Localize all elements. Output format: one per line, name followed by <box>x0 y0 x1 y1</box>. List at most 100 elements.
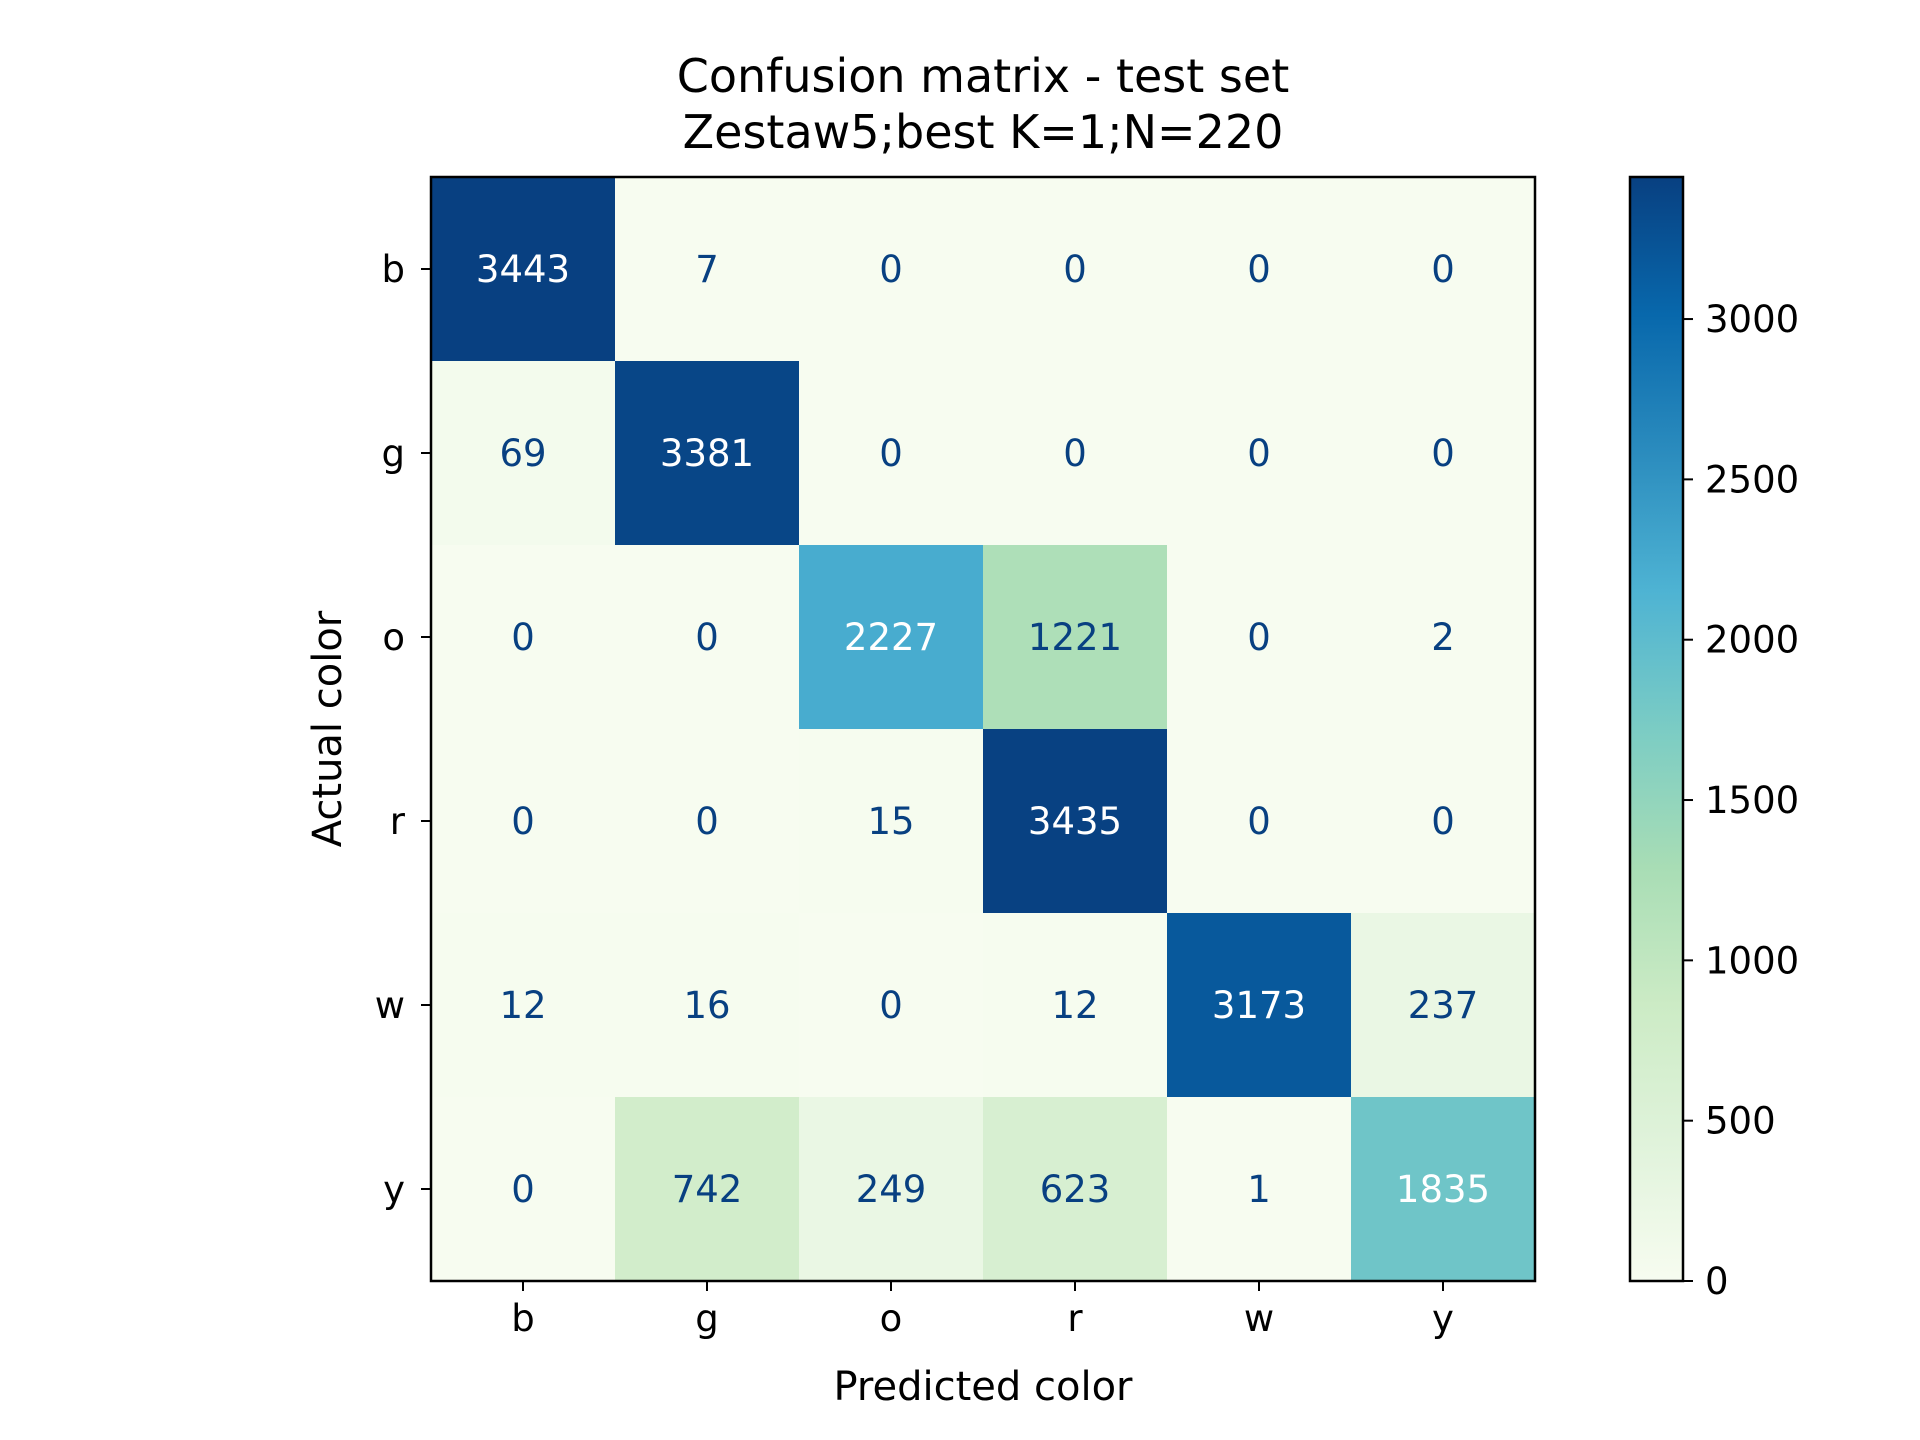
cell-label-g-o: 0 <box>879 432 903 475</box>
matrix-cell-r-g <box>615 729 800 914</box>
matrix-cell-g-o <box>799 361 984 546</box>
matrix-cell-g-y <box>1351 361 1536 546</box>
matrix-cell-o-y <box>1351 545 1536 730</box>
cell-label-b-b: 3443 <box>476 248 570 291</box>
x-tick-label-w: w <box>1244 1297 1274 1340</box>
cell-label-g-w: 0 <box>1247 432 1271 475</box>
cell-label-w-g: 16 <box>683 984 730 1027</box>
matrix-cell-labels: 3443 7 0 0 0 0 69 3381 0 0 0 0 0 0 2227 1221 0 2 0 0 15 3435 0… <box>476 248 1490 1211</box>
matrix-cell-o-r <box>983 545 1168 730</box>
matrix-cell-r-b <box>431 729 616 914</box>
matrix-cell-r-w <box>1167 729 1352 914</box>
cell-label-g-r: 0 <box>1063 432 1087 475</box>
matrix-cell-o-b <box>431 545 616 730</box>
y-tick-label-w: w <box>375 984 405 1027</box>
y-tick-label-b: b <box>382 248 406 291</box>
cell-label-g-y: 0 <box>1431 432 1455 475</box>
x-tick-label-r: r <box>1067 1297 1083 1340</box>
y-tick-label-y: y <box>383 1168 405 1211</box>
matrix-cell-w-y <box>1351 913 1536 1098</box>
colorbar-frame <box>1628 175 1685 1283</box>
cell-label-r-y: 0 <box>1431 800 1455 843</box>
matrix-cell-w-o <box>799 913 984 1098</box>
colorbar-tick-label-1000: 1000 <box>1705 939 1799 982</box>
y-axis-label: Actual color <box>305 610 351 847</box>
matrix-cell-o-o <box>799 545 984 730</box>
cell-label-r-o: 15 <box>867 800 914 843</box>
matrix-cell-r-o <box>799 729 984 914</box>
colorbar-gradient <box>1630 177 1683 1281</box>
matrix-cell-y-g <box>615 1097 800 1282</box>
cell-label-w-r: 12 <box>1051 984 1098 1027</box>
matrix-cell-b-o <box>799 177 984 362</box>
cell-label-r-w: 0 <box>1247 800 1271 843</box>
matrix-cell-w-g <box>615 913 800 1098</box>
matrix-cell-r-r <box>983 729 1168 914</box>
x-tick-label-y: y <box>1432 1297 1454 1340</box>
matrix-cell-r-y <box>1351 729 1536 914</box>
cell-label-w-y: 237 <box>1408 984 1479 1027</box>
cell-label-w-o: 0 <box>879 984 903 1027</box>
chart-title: Confusion matrix - test set <box>677 49 1290 103</box>
colorbar-tick-label-3000: 3000 <box>1705 298 1799 341</box>
x-tick-label-b: b <box>511 1297 535 1340</box>
colorbar-tick-label-500: 500 <box>1705 1100 1776 1143</box>
cell-label-o-y: 2 <box>1431 616 1455 659</box>
cell-label-r-g: 0 <box>695 800 719 843</box>
cell-label-o-b: 0 <box>511 616 535 659</box>
colorbar: 0 500 1000 1500 2000 2500 3000 <box>1628 175 1799 1303</box>
matrix-cell-b-b <box>431 177 616 362</box>
cell-label-b-w: 0 <box>1247 248 1271 291</box>
y-tick-label-r: r <box>390 800 406 843</box>
cell-label-g-g: 3381 <box>660 432 754 475</box>
colorbar-tick-label-1500: 1500 <box>1705 779 1799 822</box>
cell-label-y-y: 1835 <box>1396 1168 1490 1211</box>
cell-label-y-w: 1 <box>1247 1168 1271 1211</box>
matrix-cell-w-b <box>431 913 616 1098</box>
y-tick-label-o: o <box>382 616 405 659</box>
matrix-cell-o-w <box>1167 545 1352 730</box>
colorbar-tick-label-0: 0 <box>1705 1260 1729 1303</box>
cell-label-b-y: 0 <box>1431 248 1455 291</box>
matrix-cell-y-r <box>983 1097 1168 1282</box>
cell-label-w-w: 3173 <box>1212 984 1306 1027</box>
cell-label-b-g: 7 <box>695 248 719 291</box>
matrix-cell-y-o <box>799 1097 984 1282</box>
cell-label-o-r: 1221 <box>1028 616 1122 659</box>
plot-frame <box>429 175 1537 1283</box>
colorbar-tick-label-2000: 2000 <box>1705 619 1799 662</box>
chart-subtitle: Zestaw5;best K=1;N=220 <box>683 105 1284 159</box>
x-tick-label-o: o <box>880 1297 903 1340</box>
matrix-cell-w-r <box>983 913 1168 1098</box>
colorbar-ticks: 0 500 1000 1500 2000 2500 3000 <box>1683 298 1799 1303</box>
x-tick-label-g: g <box>695 1297 719 1340</box>
cell-label-y-g: 742 <box>672 1168 743 1211</box>
cell-label-w-b: 12 <box>499 984 546 1027</box>
cell-label-r-r: 3435 <box>1028 800 1122 843</box>
cell-label-o-o: 2227 <box>844 616 938 659</box>
matrix-cell-y-w <box>1167 1097 1352 1282</box>
cell-label-o-w: 0 <box>1247 616 1271 659</box>
matrix-cell-b-w <box>1167 177 1352 362</box>
cell-label-b-r: 0 <box>1063 248 1087 291</box>
y-axis: b g o r w y <box>375 248 431 1211</box>
matrix-cell-g-r <box>983 361 1168 546</box>
matrix-cell-b-g <box>615 177 800 362</box>
matrix-cells <box>431 177 1536 1282</box>
matrix-cell-g-g <box>615 361 800 546</box>
cell-label-r-b: 0 <box>511 800 535 843</box>
cell-label-y-b: 0 <box>511 1168 535 1211</box>
matrix-cell-g-w <box>1167 361 1352 546</box>
cell-label-y-r: 623 <box>1040 1168 1111 1211</box>
x-axis-label: Predicted color <box>834 1364 1134 1410</box>
matrix-cell-w-w <box>1167 913 1352 1098</box>
matrix-cell-g-b <box>431 361 616 546</box>
matrix-cell-y-b <box>431 1097 616 1282</box>
matrix-cell-b-y <box>1351 177 1536 362</box>
matrix-cell-y-y <box>1351 1097 1536 1282</box>
cell-label-b-o: 0 <box>879 248 903 291</box>
matrix-cell-o-g <box>615 545 800 730</box>
cell-label-y-o: 249 <box>856 1168 927 1211</box>
